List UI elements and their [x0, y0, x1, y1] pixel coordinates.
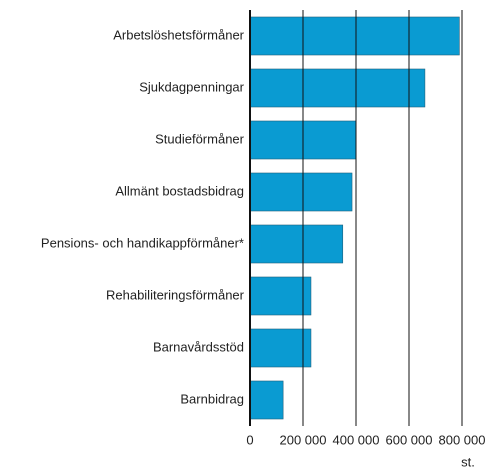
x-tick-label: 800 000 — [439, 432, 486, 447]
bar — [249, 276, 312, 316]
y-tick-label: Studieförmåner — [155, 131, 245, 146]
y-tick-label: Arbetslöshetsförmåner — [113, 27, 244, 42]
y-tick-label: Sjukdagpenningar — [139, 79, 244, 94]
y-tick-label: Barnavårdsstöd — [153, 339, 244, 354]
x-tick-label: 0 — [246, 432, 253, 447]
bar — [249, 68, 426, 108]
bar — [249, 172, 353, 212]
y-tick-label: Rehabiliteringsförmåner — [106, 287, 245, 302]
bar — [249, 224, 344, 264]
x-tick-label: 400 000 — [333, 432, 380, 447]
bar — [249, 380, 284, 420]
bar — [249, 328, 312, 368]
y-tick-label: Barnbidrag — [180, 391, 244, 406]
bar — [249, 16, 460, 56]
x-tick-label: 600 000 — [386, 432, 433, 447]
x-axis-unit: st. — [461, 454, 475, 469]
x-tick-label: 200 000 — [280, 432, 327, 447]
y-tick-label: Pensions- och handikappförmåner* — [41, 235, 244, 250]
y-tick-label: Allmänt bostadsbidrag — [115, 183, 244, 198]
